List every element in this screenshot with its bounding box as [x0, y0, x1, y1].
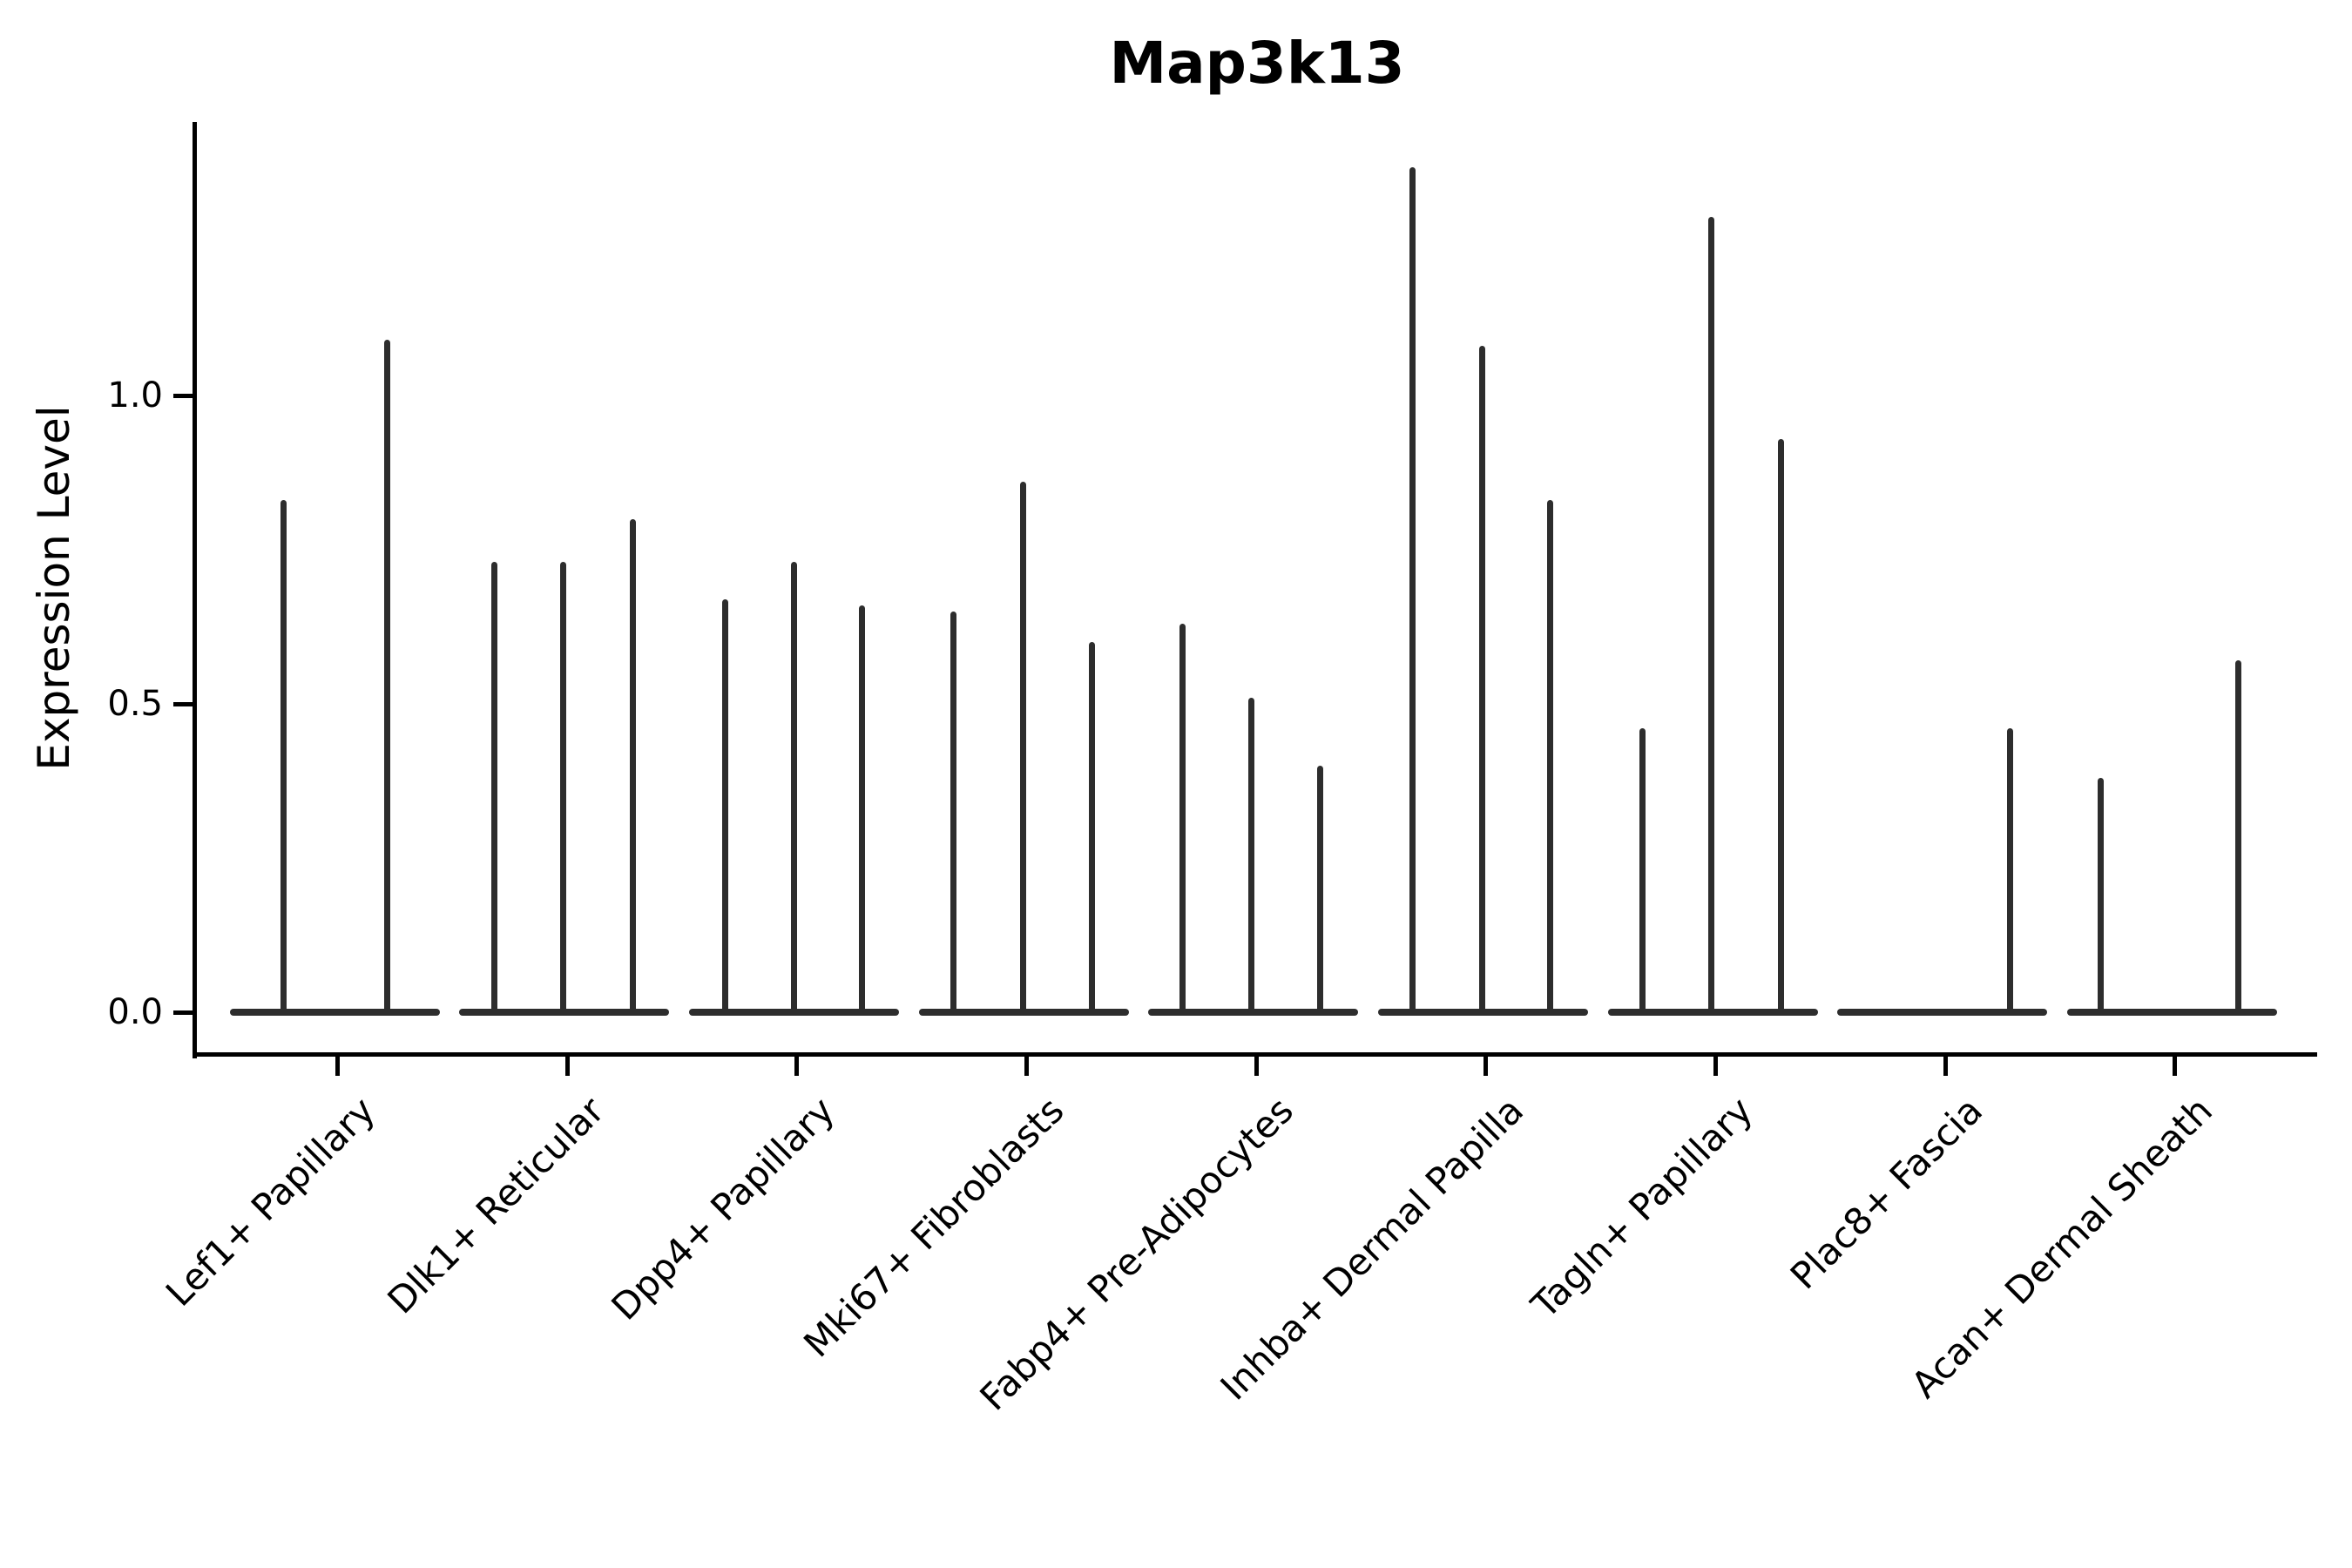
violin-base	[1837, 1009, 2048, 1016]
violin-spike	[950, 611, 956, 1012]
violin-spike	[721, 598, 728, 1012]
violin-spike	[1639, 728, 1646, 1012]
violin-base	[2066, 1009, 2277, 1016]
y-axis-spine	[193, 122, 197, 1058]
violin-spike	[1248, 697, 1255, 1012]
x-tick-mark	[2173, 1057, 2178, 1076]
violin-base	[229, 1009, 440, 1016]
violin-base	[459, 1009, 670, 1016]
violin-spike	[560, 562, 567, 1012]
violin-spike	[1019, 482, 1026, 1012]
violin-base	[1377, 1009, 1588, 1016]
violin-spike	[2007, 728, 2014, 1012]
violin-spike	[1409, 167, 1416, 1012]
x-tick-mark	[335, 1057, 340, 1076]
violin-base	[918, 1009, 1129, 1016]
violin-spike	[1546, 500, 1553, 1012]
violin-base	[688, 1009, 899, 1016]
x-tick-mark	[1484, 1057, 1489, 1076]
violin-spike	[383, 340, 390, 1012]
violin-base	[1607, 1009, 1818, 1016]
violin-base	[1148, 1009, 1359, 1016]
x-tick-mark	[1024, 1057, 1029, 1076]
y-tick-label: 0.5	[107, 684, 163, 724]
violin-spike	[491, 562, 498, 1012]
x-tick-mark	[794, 1057, 800, 1076]
x-tick-label: Lef1+ Papillary	[157, 1089, 383, 1315]
x-tick-label: Mki67+ Fibroblasts	[795, 1089, 1072, 1366]
x-tick-label: Plac8+ Fascia	[1781, 1089, 1991, 1298]
violin-spike	[1088, 642, 1095, 1012]
violin-spike	[280, 500, 287, 1012]
x-tick-label: Dlk1+ Reticular	[379, 1089, 613, 1322]
violin-spike	[2234, 660, 2241, 1012]
violin-spike	[1707, 216, 1714, 1012]
chart-title: Map3k13	[1109, 30, 1405, 97]
violin-spike	[2097, 777, 2104, 1012]
violin-spike	[630, 518, 637, 1012]
x-tick-label: Tagln+ Papillary	[1523, 1089, 1761, 1327]
violin-spike	[790, 562, 797, 1012]
x-tick-mark	[1713, 1057, 1718, 1076]
x-tick-mark	[1254, 1057, 1259, 1076]
y-tick-mark	[173, 702, 193, 706]
violin-spike	[1179, 623, 1186, 1012]
violin-spike	[1777, 438, 1784, 1012]
y-tick-mark	[173, 394, 193, 398]
x-axis-spine	[193, 1052, 2317, 1057]
y-tick-mark	[173, 1010, 193, 1015]
y-tick-label: 1.0	[107, 375, 163, 416]
x-tick-mark	[1943, 1057, 1948, 1076]
violin-spike	[1317, 765, 1324, 1012]
violin-spike	[858, 605, 865, 1012]
x-tick-label: Dpp4+ Papillary	[603, 1089, 842, 1328]
violin-spike	[1478, 346, 1485, 1012]
y-tick-label: 0.0	[107, 992, 163, 1032]
x-tick-mark	[564, 1057, 570, 1076]
